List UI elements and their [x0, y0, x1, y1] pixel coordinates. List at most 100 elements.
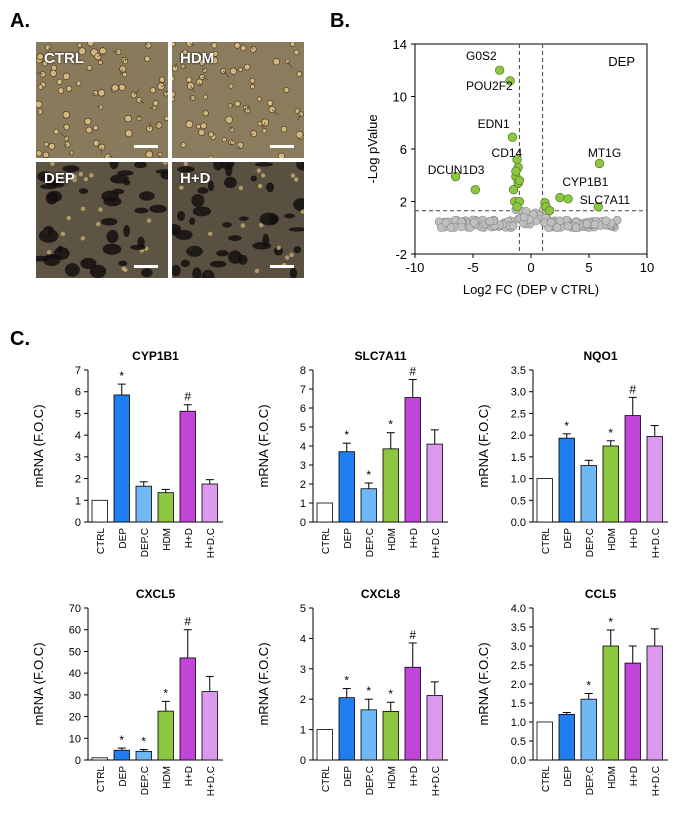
particle-cluster [89, 264, 107, 278]
bar [404, 666, 421, 761]
point-significant [495, 65, 505, 75]
category-label: DEP.C [140, 528, 151, 557]
point-nonsignificant [552, 223, 562, 232]
y-tick-label: 0.0 [511, 517, 526, 529]
cell-body [250, 84, 255, 90]
bar [580, 465, 597, 523]
cell-body [145, 150, 154, 158]
significance-mark: * [608, 426, 613, 440]
y-tick-label: 5 [300, 422, 306, 434]
cell-body [97, 60, 103, 65]
point-nonsignificant [582, 219, 592, 229]
cell-body [186, 76, 193, 83]
particle-cluster [37, 171, 53, 182]
x-axis-label: Log2 FC (DEP v CTRL) [463, 282, 599, 297]
bar [536, 721, 553, 761]
cell-body [36, 53, 44, 61]
cell-process [202, 76, 209, 81]
bar-chart-nqo1: NQO1 0.0 0.5 1.0 1.5 2.0 2.5 3.0 3.5 mRNA (F.O.C)… [476, 349, 668, 558]
cell-body [118, 83, 126, 91]
cell-body [50, 162, 55, 166]
y-tick-label: 2.5 [511, 660, 526, 672]
category-label: H+D [409, 766, 420, 786]
cell-process [183, 66, 187, 69]
particle-cluster [47, 190, 63, 202]
particle-cluster [134, 162, 147, 169]
cell-body [56, 78, 63, 85]
bar [558, 437, 575, 523]
cell-body [208, 131, 214, 138]
point-significant [512, 202, 522, 212]
significance-mark: * [366, 684, 371, 698]
y-tick-label: 1 [300, 498, 306, 510]
panel-a-label: A. [10, 10, 30, 32]
particle-cluster [134, 207, 149, 214]
cell-process [36, 72, 43, 75]
particle-cluster [172, 223, 182, 235]
category-label: DEP.C [585, 528, 596, 557]
cell-body [260, 173, 266, 178]
bar [382, 710, 399, 761]
significance-mark: * [608, 615, 613, 629]
chart-title: CCL5 [585, 587, 617, 601]
cell-process [149, 121, 151, 129]
cell-body [122, 72, 128, 78]
cell-body [240, 45, 247, 52]
bar-chart-ccl5: CCL5 0.0 0.5 1.0 1.5 2.0 2.5 3.0 3.5 4.0 mRNA (F.O… [476, 587, 668, 796]
category-label: DEP.C [140, 766, 151, 795]
point-nonsignificant [546, 217, 556, 227]
significance-mark: # [184, 615, 191, 629]
scale-bar [270, 265, 294, 268]
cell-body [200, 122, 207, 130]
cell-body [202, 110, 209, 117]
particle-cluster [123, 225, 130, 237]
point-significant [544, 206, 555, 216]
point-significant [508, 185, 519, 195]
bar [201, 483, 218, 523]
particle-cluster [186, 245, 203, 257]
cell-body [163, 162, 168, 165]
x-tick-label: 5 [585, 260, 592, 275]
particle-cluster [180, 259, 190, 268]
cell-process [38, 111, 41, 113]
bar [646, 645, 663, 761]
cell-body [78, 47, 86, 56]
significance-mark: * [344, 674, 349, 688]
bar [426, 443, 443, 523]
cell-body [68, 150, 74, 156]
y-tick-label: 3.5 [511, 622, 526, 634]
particle-cluster [106, 229, 119, 244]
particle-cluster [293, 198, 304, 212]
category-label: CTRL [541, 528, 552, 555]
cell-body [234, 42, 241, 49]
gene-label: POU2F2 [466, 79, 513, 93]
cell-process [189, 43, 195, 47]
cell-body [144, 55, 151, 62]
cell-process [180, 53, 184, 59]
y-tick-label: 7 [75, 365, 81, 377]
micrograph-label: H+D [180, 170, 211, 187]
cell-body [36, 150, 42, 157]
y-tick-label: 3 [75, 452, 81, 464]
cell-body [98, 207, 103, 212]
y-tick-label: -2 [395, 247, 407, 262]
cell-body [85, 126, 93, 134]
point-significant [470, 185, 480, 195]
bar [624, 662, 641, 761]
significance-mark: * [163, 686, 168, 700]
cell-body [136, 97, 143, 104]
y-tick-label: 7 [300, 384, 306, 396]
cell-body [89, 173, 94, 178]
cell-process [237, 145, 241, 149]
cell-body [179, 185, 184, 190]
cell-body [149, 87, 157, 94]
point-significant [593, 202, 603, 212]
bar [91, 757, 108, 761]
cell-body [244, 107, 251, 114]
cell-process [230, 126, 233, 130]
cell-body [104, 153, 112, 158]
cell-body [243, 63, 251, 71]
cell-body [210, 56, 219, 65]
cell-process [165, 91, 168, 94]
y-tick-label: 0.5 [511, 495, 526, 507]
